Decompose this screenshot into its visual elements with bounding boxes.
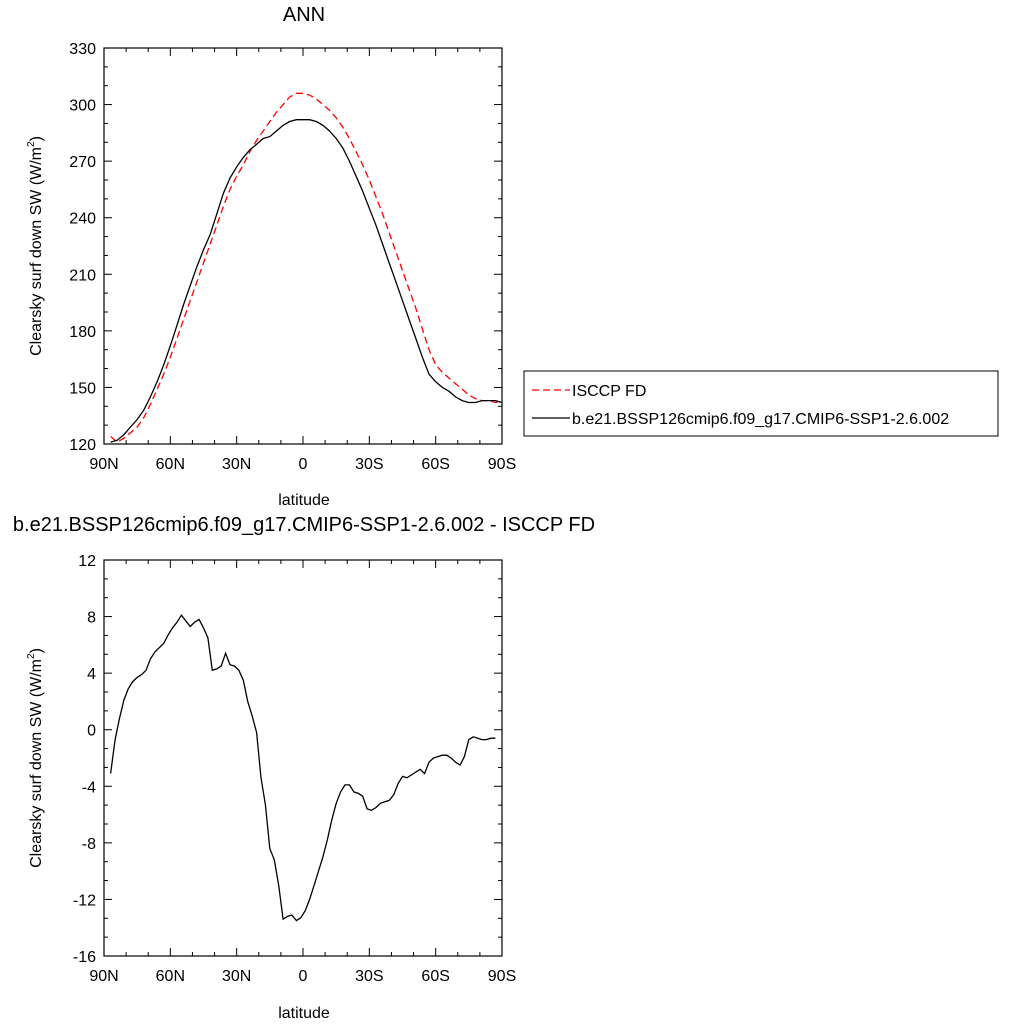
x-tick-label: 90N bbox=[89, 968, 118, 985]
legend-label-isccp-fd: ISCCP FD bbox=[572, 383, 646, 400]
y-tick-label: -12 bbox=[73, 892, 96, 909]
x-tick-label: 90S bbox=[488, 968, 516, 985]
panel-annual-mean: ANN 90N 60N 30N 0 30S 60S 90S 120 150 180 210 240 2… bbox=[26, 4, 516, 509]
panel1-ticks bbox=[103, 47, 503, 445]
x-tick-label: 30N bbox=[222, 456, 251, 473]
y-tick-label: 0 bbox=[87, 723, 96, 740]
panel1-y-axis-label: Clearsky surf down SW (W/m2) bbox=[26, 136, 45, 356]
x-tick-label: 90S bbox=[488, 456, 516, 473]
panel2-y-axis-label: Clearsky surf down SW (W/m2) bbox=[26, 648, 45, 868]
y-tick-label: 8 bbox=[87, 610, 96, 627]
panel1-y-tick-labels: 120 150 180 210 240 270 300 330 bbox=[69, 41, 96, 454]
x-tick-label: 30S bbox=[355, 456, 383, 473]
panel1-title: ANN bbox=[283, 4, 325, 26]
series-line-isccp-fd bbox=[110, 92, 503, 443]
legend-box bbox=[523, 370, 999, 437]
panel2-title: b.e21.BSSP126cmip6.f09_g17.CMIP6-SSP1-2.… bbox=[13, 514, 595, 536]
y-tick-label: -8 bbox=[82, 836, 96, 853]
legend: ISCCP FD b.e21.BSSP126cmip6.f09_g17.CMIP… bbox=[523, 370, 999, 437]
panel1-x-axis-label: latitude bbox=[278, 492, 330, 509]
y-tick-label: 330 bbox=[69, 41, 96, 58]
panel2-plot-frame bbox=[103, 559, 503, 957]
panel2-y-tick-labels: -16 -12 -8 -4 0 4 8 12 bbox=[73, 553, 96, 966]
x-tick-label: 90N bbox=[89, 456, 118, 473]
x-tick-label: 30S bbox=[355, 968, 383, 985]
x-tick-label: 0 bbox=[299, 968, 308, 985]
panel1-x-tick-labels: 90N 60N 30N 0 30S 60S 90S bbox=[89, 456, 516, 473]
legend-label-model: b.e21.BSSP126cmip6.f09_g17.CMIP6-SSP1-2.… bbox=[572, 411, 949, 428]
panel2-ticks bbox=[103, 559, 503, 957]
x-tick-label: 60N bbox=[156, 968, 185, 985]
y-tick-label: -16 bbox=[73, 949, 96, 966]
y-tick-label: 4 bbox=[87, 666, 96, 683]
y-tick-label: 180 bbox=[69, 324, 96, 341]
y-tick-label: 270 bbox=[69, 154, 96, 171]
y-tick-label: 300 bbox=[69, 98, 96, 115]
panel-difference: b.e21.BSSP126cmip6.f09_g17.CMIP6-SSP1-2.… bbox=[13, 514, 595, 1022]
y-tick-label: 240 bbox=[69, 211, 96, 228]
x-tick-label: 60S bbox=[421, 968, 449, 985]
y-tick-label: 12 bbox=[78, 553, 96, 570]
y-tick-label: -4 bbox=[82, 779, 96, 796]
y-tick-label: 210 bbox=[69, 267, 96, 284]
series-line-model bbox=[110, 119, 503, 443]
y-tick-label: 120 bbox=[69, 437, 96, 454]
y-tick-label: 150 bbox=[69, 380, 96, 397]
series-line-difference bbox=[109, 614, 496, 922]
x-tick-label: 30N bbox=[222, 968, 251, 985]
x-tick-label: 60S bbox=[421, 456, 449, 473]
panel2-x-axis-label: latitude bbox=[278, 1005, 330, 1022]
x-tick-label: 60N bbox=[156, 456, 185, 473]
x-tick-label: 0 bbox=[299, 456, 308, 473]
panel1-plot-frame bbox=[103, 47, 503, 445]
panel2-x-tick-labels: 90N 60N 30N 0 30S 60S 90S bbox=[89, 968, 516, 985]
